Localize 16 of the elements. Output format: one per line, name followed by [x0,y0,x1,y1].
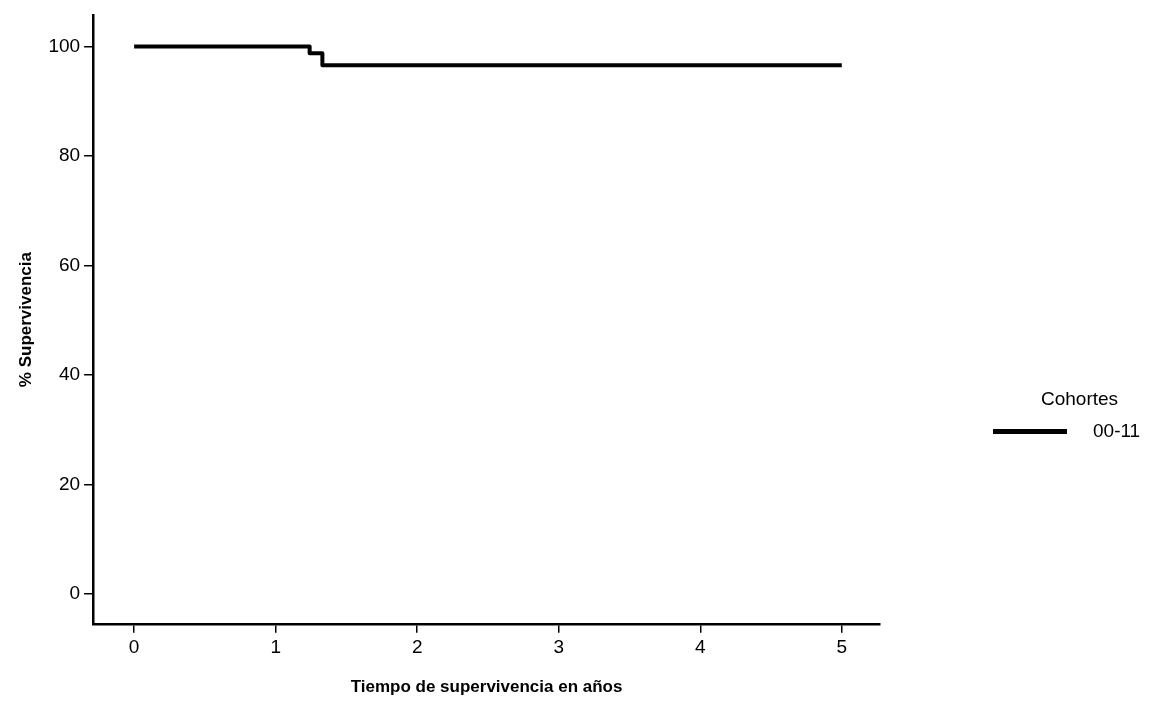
y-tick-label: 60 [58,253,81,275]
x-tick-label: 0 [128,636,140,658]
x-tick-label: 3 [553,636,565,658]
y-axis-title: % Supervivencia [15,251,35,388]
x-tick-label: 2 [411,636,423,658]
y-tick-label: 100 [48,34,81,56]
x-tick-label: 4 [694,636,706,658]
y-tick-label: 80 [58,144,81,166]
legend-title: Cohortes [1041,388,1120,410]
y-tick-label: 40 [58,363,81,385]
x-tick-label: 1 [270,636,281,658]
x-tick-label: 5 [836,636,848,658]
legend-label: 00-11 [1093,420,1141,442]
y-tick-label: 20 [58,472,81,494]
x-axis-title: Tiempo de supervivencia en años [350,677,623,697]
y-tick-label: 0 [69,581,81,603]
